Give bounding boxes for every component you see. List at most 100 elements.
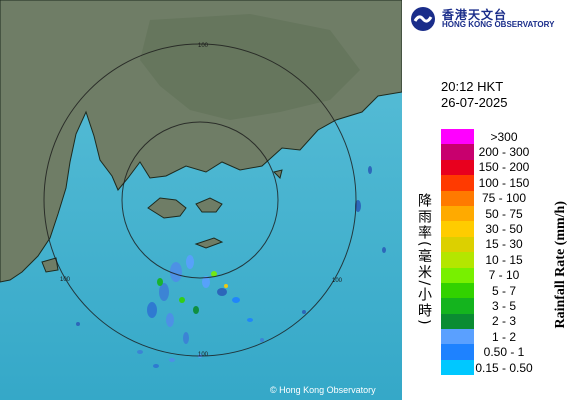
legend-row: 0.50 - 1 — [441, 344, 534, 360]
legend-label: 3 - 5 — [491, 298, 516, 313]
legend-row: 5 - 7 — [441, 282, 534, 299]
legend-swatch — [441, 359, 474, 376]
legend-swatch — [441, 298, 474, 314]
rain-echo — [169, 358, 175, 362]
hko-logo-icon — [411, 7, 435, 31]
legend-label: 75 - 100 — [481, 191, 527, 206]
legend-swatch — [441, 282, 474, 299]
land-highlands — [140, 14, 360, 120]
legend-swatch — [441, 252, 474, 268]
rain-echo — [183, 332, 189, 344]
legend-label: 1 - 2 — [491, 329, 516, 344]
rain-echo — [186, 255, 194, 269]
legend-label: 10 - 15 — [485, 252, 523, 267]
rain-echo — [217, 288, 227, 296]
range-ring-outer — [43, 43, 357, 357]
legend-row: 150 - 200 — [441, 159, 534, 176]
land-lantau — [147, 197, 187, 219]
legend-row: 10 - 15 — [441, 252, 534, 268]
rain-echo — [382, 247, 386, 253]
legend-swatch — [441, 175, 474, 191]
range-label-left: 100 — [60, 277, 71, 283]
land-islet-2 — [41, 257, 59, 273]
legend-label: 100 - 150 — [478, 175, 530, 190]
observation-time: 20:12 HKT — [441, 79, 504, 94]
legend-row: 75 - 100 — [441, 190, 534, 206]
rain-echo — [232, 297, 240, 303]
range-ring-labels: 100 100 100 100 — [60, 43, 343, 358]
rain-echo — [153, 364, 159, 368]
rain-echo — [247, 318, 253, 322]
legend-swatch — [441, 236, 474, 253]
legend-label: 30 - 50 — [485, 222, 523, 237]
legend-label: 5 - 7 — [491, 283, 516, 298]
legend-swatch — [441, 205, 474, 222]
legend-label: 15 - 30 — [485, 237, 523, 252]
logo-name-zh: 香港天文台 — [442, 7, 508, 22]
land-hk-island — [195, 197, 223, 213]
legend-title-zh: 降雨率(毫米/小時) — [416, 193, 432, 327]
legend-title-en-wrap: Rainfall Rate (mm/h) — [551, 160, 571, 370]
radar-rain-echoes — [76, 166, 386, 368]
range-ring-inner — [121, 121, 279, 279]
rain-echo — [211, 271, 217, 277]
rain-echo — [166, 313, 174, 327]
legend-swatch — [441, 159, 474, 176]
legend-swatch — [441, 267, 474, 283]
range-label-top: 100 — [198, 43, 209, 49]
legend-label: >300 — [490, 129, 518, 144]
rain-echo — [202, 276, 210, 288]
legend-row: >300 — [441, 129, 534, 145]
legend-label: 0.15 - 0.50 — [475, 360, 533, 375]
legend-row: 3 - 5 — [441, 298, 534, 314]
legend-row: 15 - 30 — [441, 236, 534, 253]
legend-label: 0.50 - 1 — [483, 345, 525, 360]
observation-date: 26-07-2025 — [441, 95, 508, 110]
legend-row: 2 - 3 — [441, 313, 534, 330]
legend-title-en: Rainfall Rate (mm/h) — [553, 201, 568, 329]
rain-echo — [179, 297, 185, 303]
land-islet-1 — [194, 237, 224, 249]
radar-map: 100 100 100 100 — [0, 0, 402, 400]
legend-swatch — [441, 190, 474, 206]
rain-echo — [193, 306, 199, 314]
rain-echo — [368, 166, 372, 174]
legend-swatch — [441, 329, 474, 345]
legend-row: 50 - 75 — [441, 205, 534, 222]
legend-row: 1 - 2 — [441, 329, 534, 345]
rain-echo — [157, 278, 163, 286]
legend-row: 7 - 10 — [441, 267, 534, 283]
legend-label: 50 - 75 — [485, 206, 523, 221]
rain-echo — [137, 350, 143, 354]
rain-echo — [170, 262, 182, 282]
legend-row: 200 - 300 — [441, 144, 534, 160]
legend-label: 7 - 10 — [488, 268, 520, 283]
legend-panel — [402, 0, 577, 400]
rain-echo — [302, 310, 306, 314]
legend-row: 30 - 50 — [441, 221, 534, 237]
legend-swatch — [441, 313, 474, 330]
rainfall-legend: >300 200 - 300 150 - 200 100 - 150 75 - 100 5… — [441, 129, 534, 376]
legend-row: 100 - 150 — [441, 175, 534, 191]
rain-echo — [76, 322, 80, 326]
land-islet-3 — [273, 169, 283, 179]
copyright-text: © Hong Kong Observatory — [270, 385, 376, 395]
legend-label: 150 - 200 — [478, 160, 530, 175]
rain-echo — [224, 284, 228, 288]
rain-echo — [355, 200, 361, 212]
legend-label: 2 - 3 — [491, 314, 516, 329]
range-label-bottom: 100 — [198, 352, 209, 358]
legend-title-zh-wrap: 降雨率(毫米/小時) — [412, 170, 436, 350]
legend-swatch — [441, 129, 474, 145]
legend-swatch — [441, 344, 474, 360]
rain-echo — [159, 283, 169, 301]
hko-logo: 香港天文台 HONG KONG OBSERVATORY — [410, 6, 554, 32]
range-label-right: 100 — [332, 278, 343, 284]
legend-swatch — [441, 144, 474, 160]
legend-row: 0.15 - 0.50 — [441, 359, 534, 376]
range-rings — [43, 43, 357, 357]
legend-swatch — [441, 221, 474, 237]
logo-name-en: HONG KONG OBSERVATORY — [442, 20, 555, 30]
legend-label: 200 - 300 — [478, 145, 530, 160]
